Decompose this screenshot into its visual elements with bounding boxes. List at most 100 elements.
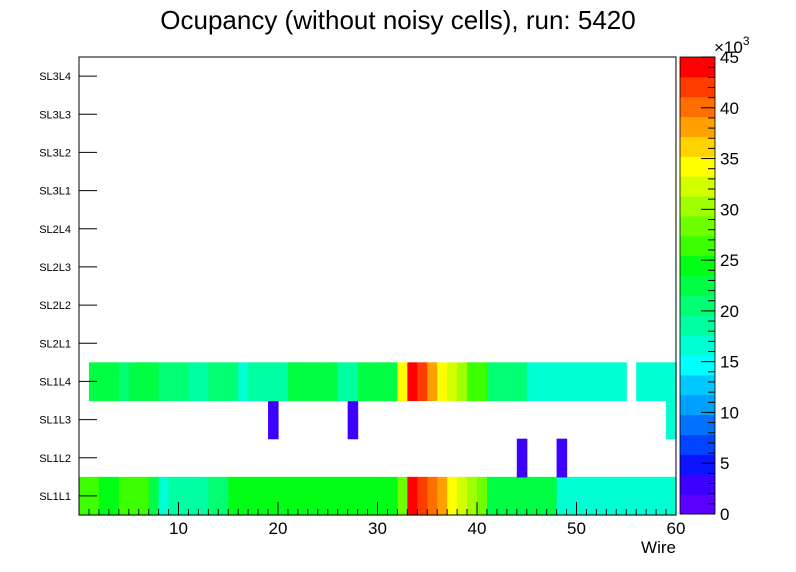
y-tick-label-sl2l1: SL2L1 bbox=[39, 338, 71, 350]
z-axis-multiplier-base: ×10 bbox=[714, 38, 743, 57]
heatmap-cell-sl1l1-wire-52 bbox=[586, 476, 597, 516]
heatmap-cell-sl1l1-wire-42 bbox=[486, 476, 498, 516]
palette-band-21 bbox=[680, 76, 715, 98]
heatmap-cell-sl1l4-wire-51 bbox=[576, 362, 588, 402]
palette-band-9 bbox=[680, 315, 715, 336]
heatmap-cell-sl1l1-wire-17 bbox=[238, 476, 249, 516]
y-tick-label-sl2l3: SL2L3 bbox=[39, 262, 71, 274]
heatmap-cell-sl1l1-wire-5 bbox=[118, 476, 130, 516]
palette-band-16 bbox=[680, 176, 715, 197]
palette-band-6 bbox=[680, 374, 715, 396]
z-tick-label-30: 30 bbox=[720, 200, 739, 219]
heatmap-cell-sl1l1-wire-7 bbox=[138, 476, 150, 516]
heatmap-cell-sl1l1-wire-55 bbox=[616, 476, 627, 516]
heatmap-cell-sl1l4-wire-42 bbox=[486, 362, 498, 402]
heatmap-cell-sl1l1-wire-60 bbox=[666, 476, 677, 516]
x-tick-label-60: 60 bbox=[667, 519, 686, 538]
heatmap-cell-sl1l4-wire-59 bbox=[656, 362, 667, 402]
heatmap-cell-sl1l1-wire-49 bbox=[556, 476, 568, 516]
heatmap-cell-sl1l4-wire-18 bbox=[248, 362, 259, 402]
heatmap-cell-sl1l1-wire-50 bbox=[566, 476, 578, 516]
heatmap-cell-sl1l4-wire-17 bbox=[238, 362, 249, 402]
heatmap-cell-sl1l1-wire-30 bbox=[367, 476, 379, 516]
heatmap-cell-sl1l1-wire-43 bbox=[496, 476, 508, 516]
heatmap-cell-sl1l1-wire-51 bbox=[576, 476, 588, 516]
z-tick-label-10: 10 bbox=[720, 403, 739, 422]
heatmap-cell-sl1l1-wire-36 bbox=[427, 476, 438, 516]
heatmap-cell-sl1l1-wire-29 bbox=[357, 476, 369, 516]
z-tick-label-45: 45 bbox=[720, 48, 739, 67]
z-tick-label-35: 35 bbox=[720, 150, 739, 169]
palette-band-0 bbox=[680, 494, 715, 515]
heatmap-cell-sl1l1-wire-20 bbox=[268, 476, 279, 516]
palette-band-20 bbox=[680, 96, 715, 118]
heatmap-cell-sl1l4-wire-35 bbox=[417, 362, 428, 402]
heatmap-cell-sl1l4-wire-43 bbox=[496, 362, 508, 402]
heatmap-cell-sl1l4-wire-20 bbox=[268, 362, 279, 402]
y-tick-label-sl1l3: SL1L3 bbox=[39, 415, 71, 427]
heatmap-cell-sl1l1-wire-41 bbox=[477, 476, 488, 516]
heatmap-cell-sl1l4-wire-58 bbox=[646, 362, 657, 402]
heatmap-cell-sl1l4-wire-53 bbox=[596, 362, 607, 402]
heatmap-cell-sl1l1-wire-34 bbox=[407, 476, 418, 516]
heatmap-cell-sl1l1-wire-14 bbox=[208, 476, 219, 516]
heatmap-cell-sl1l4-wire-40 bbox=[467, 362, 478, 402]
palette-band-19 bbox=[680, 116, 715, 137]
heatmap-cell-sl1l3-wire-20 bbox=[268, 400, 279, 440]
heatmap-cell-sl1l4-wire-26 bbox=[327, 362, 339, 402]
heatmap-cell-sl1l1-wire-21 bbox=[278, 476, 289, 516]
palette-band-1 bbox=[680, 474, 715, 495]
heatmap-cell-sl1l1-wire-54 bbox=[606, 476, 617, 516]
y-tick-label-sl3l3: SL3L3 bbox=[39, 109, 71, 121]
z-tick-label-25: 25 bbox=[720, 251, 739, 270]
heatmap-cell-sl1l1-wire-27 bbox=[337, 476, 349, 516]
heatmap-cell-sl1l1-wire-35 bbox=[417, 476, 428, 516]
heatmap-cell-sl1l1-wire-48 bbox=[546, 476, 558, 516]
heatmap-cell-sl1l1-wire-46 bbox=[526, 476, 538, 516]
heatmap-cell-sl1l4-wire-22 bbox=[287, 362, 299, 402]
palette-band-3 bbox=[680, 434, 715, 455]
heatmap-cell-sl1l4-wire-24 bbox=[307, 362, 319, 402]
heatmap-cell-sl1l4-wire-13 bbox=[198, 362, 209, 402]
heatmap-cell-sl1l1-wire-38 bbox=[447, 476, 458, 516]
heatmap-cell-sl1l1-wire-58 bbox=[646, 476, 657, 516]
palette-band-15 bbox=[680, 196, 715, 217]
heatmap-cell-sl1l3-wire-28 bbox=[347, 400, 359, 440]
heatmap-cell-sl1l4-wire-14 bbox=[208, 362, 219, 402]
heatmap-cell-sl1l4-wire-46 bbox=[526, 362, 538, 402]
x-tick-label-40: 40 bbox=[468, 519, 487, 538]
heatmap-cell-sl1l1-wire-23 bbox=[297, 476, 309, 516]
heatmap-cell-sl1l1-wire-39 bbox=[457, 476, 468, 516]
x-tick-label-30: 30 bbox=[368, 519, 387, 538]
palette-band-18 bbox=[680, 136, 715, 157]
heatmap-cell-sl1l4-wire-28 bbox=[347, 362, 359, 402]
z-tick-label-15: 15 bbox=[720, 353, 739, 372]
heatmap-cell-sl1l1-wire-45 bbox=[516, 476, 528, 516]
z-tick-label-20: 20 bbox=[720, 302, 739, 321]
x-axis-label: Wire bbox=[641, 538, 676, 557]
y-tick-label-sl1l2: SL1L2 bbox=[39, 453, 71, 465]
heatmap-cell-sl1l4-wire-10 bbox=[168, 362, 180, 402]
heatmap-cell-sl1l4-wire-49 bbox=[556, 362, 568, 402]
heatmap-cell-sl1l4-wire-52 bbox=[586, 362, 597, 402]
y-axis: SL1L1 SL1L2 SL1L3 SL1L4 SL2L1 SL2L2 SL2L3 SL2L4… bbox=[39, 71, 97, 503]
heatmap-cell-sl1l1-wire-57 bbox=[636, 476, 647, 516]
heatmap-cell-sl1l4-wire-16 bbox=[228, 362, 239, 402]
heatmap-cell-sl1l4-wire-48 bbox=[546, 362, 558, 402]
heatmap-cell-sl1l1-wire-15 bbox=[218, 476, 229, 516]
heatmap-cell-sl1l4-wire-11 bbox=[178, 362, 190, 402]
heatmap-cell-sl1l4-wire-23 bbox=[297, 362, 309, 402]
heatmap-cell-sl1l4-wire-15 bbox=[218, 362, 229, 402]
y-tick-label-sl2l2: SL2L2 bbox=[39, 300, 71, 312]
heatmap-cell-sl1l4-wire-60 bbox=[666, 362, 677, 402]
palette-band-17 bbox=[680, 156, 715, 177]
x-tick-label-20: 20 bbox=[269, 519, 288, 538]
y-tick-label-sl3l4: SL3L4 bbox=[39, 71, 71, 83]
heatmap-cell-sl1l4-wire-34 bbox=[407, 362, 418, 402]
heatmap-cell-sl1l4-wire-36 bbox=[427, 362, 438, 402]
heatmap-cell-sl1l1-wire-44 bbox=[506, 476, 518, 516]
heatmap-cell-sl1l4-wire-47 bbox=[536, 362, 548, 402]
heatmap-cell-sl1l4-wire-39 bbox=[457, 362, 468, 402]
